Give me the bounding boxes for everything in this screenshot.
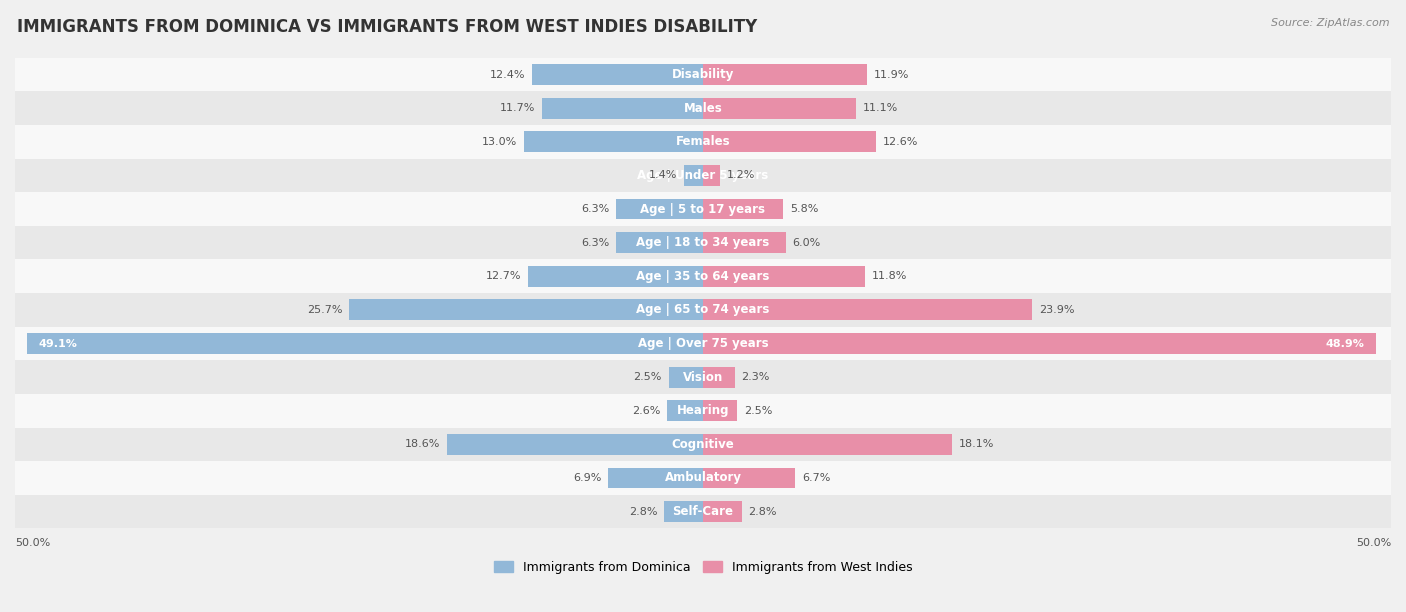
Text: 11.8%: 11.8%	[872, 271, 908, 282]
Bar	[524, 132, 703, 152]
Text: Females: Females	[676, 135, 730, 148]
Bar	[541, 98, 703, 119]
Text: 12.6%: 12.6%	[883, 137, 918, 147]
Bar	[703, 333, 1376, 354]
Bar	[703, 132, 876, 152]
Bar	[15, 192, 1391, 226]
Bar	[703, 400, 737, 421]
Bar	[15, 360, 1391, 394]
Bar	[15, 259, 1391, 293]
Text: Age | Over 75 years: Age | Over 75 years	[638, 337, 768, 350]
Text: Cognitive: Cognitive	[672, 438, 734, 451]
Text: Hearing: Hearing	[676, 404, 730, 417]
Bar	[15, 293, 1391, 327]
Bar	[15, 91, 1391, 125]
Bar	[703, 64, 866, 85]
Bar	[27, 333, 703, 354]
Text: Age | 65 to 74 years: Age | 65 to 74 years	[637, 304, 769, 316]
Bar	[15, 428, 1391, 461]
Text: Source: ZipAtlas.com: Source: ZipAtlas.com	[1271, 18, 1389, 28]
Bar	[533, 64, 703, 85]
Bar	[703, 299, 1032, 320]
Text: 50.0%: 50.0%	[1355, 539, 1391, 548]
Text: 5.8%: 5.8%	[790, 204, 818, 214]
Text: 11.9%: 11.9%	[873, 70, 910, 80]
Text: 1.2%: 1.2%	[727, 171, 755, 181]
Text: 2.3%: 2.3%	[741, 372, 770, 382]
Text: 6.7%: 6.7%	[801, 473, 831, 483]
Bar	[703, 501, 741, 522]
Bar	[668, 400, 703, 421]
Bar	[616, 199, 703, 220]
Bar	[529, 266, 703, 286]
Text: Age | Under 5 years: Age | Under 5 years	[637, 169, 769, 182]
Text: 2.5%: 2.5%	[633, 372, 662, 382]
Text: 11.1%: 11.1%	[863, 103, 898, 113]
Text: 6.3%: 6.3%	[581, 204, 609, 214]
Bar	[703, 367, 735, 387]
Text: 12.4%: 12.4%	[491, 70, 526, 80]
Text: Ambulatory: Ambulatory	[665, 471, 741, 485]
Bar	[669, 367, 703, 387]
Bar	[15, 58, 1391, 91]
Bar	[703, 165, 720, 186]
Bar	[703, 233, 786, 253]
Text: Age | 5 to 17 years: Age | 5 to 17 years	[641, 203, 765, 215]
Bar	[447, 434, 703, 455]
Text: 18.1%: 18.1%	[959, 439, 994, 449]
Bar	[703, 468, 796, 488]
Bar	[349, 299, 703, 320]
Bar	[703, 98, 856, 119]
Text: 50.0%: 50.0%	[15, 539, 51, 548]
Text: 23.9%: 23.9%	[1039, 305, 1074, 315]
Bar	[665, 501, 703, 522]
Bar	[15, 327, 1391, 360]
Text: Disability: Disability	[672, 68, 734, 81]
Bar	[15, 494, 1391, 528]
Text: 13.0%: 13.0%	[482, 137, 517, 147]
Text: 1.4%: 1.4%	[648, 171, 676, 181]
Bar	[703, 199, 783, 220]
Text: 2.8%: 2.8%	[628, 507, 658, 517]
Bar	[683, 165, 703, 186]
Text: 11.7%: 11.7%	[499, 103, 536, 113]
Bar	[703, 434, 952, 455]
Bar	[703, 266, 865, 286]
Text: 2.8%: 2.8%	[748, 507, 778, 517]
Text: 48.9%: 48.9%	[1326, 338, 1365, 348]
Bar	[15, 394, 1391, 428]
Text: Self-Care: Self-Care	[672, 505, 734, 518]
Text: 6.0%: 6.0%	[793, 237, 821, 248]
Bar	[616, 233, 703, 253]
Text: 12.7%: 12.7%	[486, 271, 522, 282]
Bar	[15, 226, 1391, 259]
Text: 6.9%: 6.9%	[572, 473, 602, 483]
Bar	[15, 159, 1391, 192]
Text: 2.6%: 2.6%	[631, 406, 661, 416]
Legend: Immigrants from Dominica, Immigrants from West Indies: Immigrants from Dominica, Immigrants fro…	[489, 556, 917, 578]
Text: Males: Males	[683, 102, 723, 115]
Text: Vision: Vision	[683, 371, 723, 384]
Text: Age | 18 to 34 years: Age | 18 to 34 years	[637, 236, 769, 249]
Text: 18.6%: 18.6%	[405, 439, 440, 449]
Text: 2.5%: 2.5%	[744, 406, 773, 416]
Text: 6.3%: 6.3%	[581, 237, 609, 248]
Bar	[15, 461, 1391, 494]
Text: Age | 35 to 64 years: Age | 35 to 64 years	[637, 270, 769, 283]
Bar	[607, 468, 703, 488]
Text: 25.7%: 25.7%	[307, 305, 343, 315]
Text: 49.1%: 49.1%	[38, 338, 77, 348]
Bar	[15, 125, 1391, 159]
Text: IMMIGRANTS FROM DOMINICA VS IMMIGRANTS FROM WEST INDIES DISABILITY: IMMIGRANTS FROM DOMINICA VS IMMIGRANTS F…	[17, 18, 756, 36]
